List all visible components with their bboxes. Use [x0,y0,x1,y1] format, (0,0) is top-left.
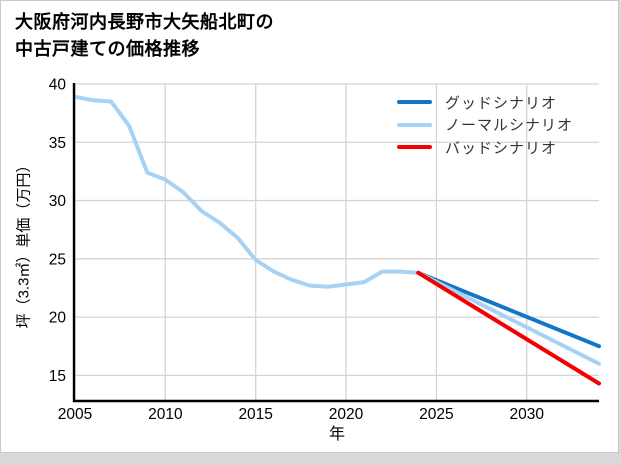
legend-swatch-good-line [397,100,432,105]
legend: グッドシナリオ ノーマルシナリオ バッドシナリオ [397,91,573,159]
x-tick-label: 2005 [58,406,92,423]
chart-title: 大阪府河内長野市大矢船北町の 中古戸建ての価格推移 [15,9,274,63]
chart-title-line1: 大阪府河内長野市大矢船北町の [15,12,274,32]
y-tick-label: 20 [49,310,67,327]
x-tick-label: 2030 [509,406,544,423]
legend-swatch-normal-line [397,122,432,127]
legend-label-normal: ノーマルシナリオ [445,117,574,135]
series-line-good [416,270,601,349]
y-tick-label: 35 [49,135,66,152]
legend-label-bad: バッドシナリオ [445,139,558,157]
chart-card: 2005 2010 2015 2020 2025 2030 15 20 25 30 35 40 大阪府… [0,0,619,453]
x-tick-label: 2015 [238,406,272,423]
legend-item-bad: バッドシナリオ [397,136,573,159]
chart-title-line2: 中古戸建ての価格推移 [15,39,200,59]
y-tick-label: 25 [49,251,66,268]
x-tick-label: 2020 [329,406,364,423]
series-line-history [73,94,421,289]
y-axis-label: 坪（3.3㎡）単価（万円） [15,157,33,329]
series-line-normal [416,270,601,366]
x-axis-label: 年 [328,426,346,443]
series-line-bad [416,270,601,386]
x-tick-label: 2010 [148,406,183,423]
x-tick-label: 2025 [419,406,453,423]
legend-label-good: グッドシナリオ [445,94,558,112]
y-tick-label: 30 [49,193,67,210]
y-tick-label: 15 [49,368,66,385]
legend-swatch-bad-line [397,145,432,150]
legend-item-good: グッドシナリオ [397,91,573,114]
y-tick-label: 40 [49,77,67,94]
legend-item-normal: ノーマルシナリオ [397,114,573,137]
